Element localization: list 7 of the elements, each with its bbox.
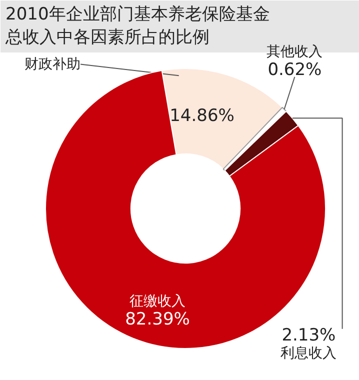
slice-label: 征缴收入	[130, 293, 186, 310]
data-label: 14.86%	[170, 106, 234, 126]
slice-label: 财政补助	[24, 56, 80, 72]
data-label: 82.39%	[125, 309, 190, 330]
slice-label: 利息收入	[280, 346, 337, 362]
data-label: 0.62%	[268, 60, 322, 80]
data-label: 2.13%	[282, 326, 336, 346]
